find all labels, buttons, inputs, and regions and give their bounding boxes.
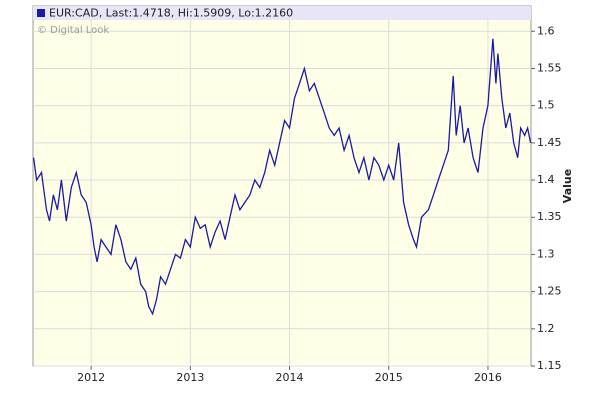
y-tick-label: 1.6 <box>537 24 555 37</box>
x-tick-label: 2013 <box>176 371 204 384</box>
y-tick-label: 1.5 <box>537 99 555 112</box>
x-tick-label: 2012 <box>77 371 105 384</box>
x-tick-label: 2015 <box>375 371 403 384</box>
y-tick-label: 1.15 <box>537 359 562 372</box>
line-series <box>32 38 532 316</box>
legend-swatch <box>37 9 45 17</box>
y-tick-label: 1.45 <box>537 136 562 149</box>
plot-area <box>32 5 532 367</box>
y-tick-label: 1.3 <box>537 247 555 260</box>
y-tick-label: 1.4 <box>537 173 555 186</box>
marks <box>32 38 532 316</box>
grid <box>33 6 531 367</box>
y-tick-label: 1.2 <box>537 322 555 335</box>
legend-bar <box>33 6 531 20</box>
x-tick-label: 2014 <box>276 371 304 384</box>
y-tick-label: 1.35 <box>537 210 562 223</box>
legend-entry: EUR:CAD, Last:1.4718, Hi:1.5909, Lo:1.21… <box>49 7 293 20</box>
y-tick-label: 1.25 <box>537 285 562 298</box>
watermark: © Digital Look <box>37 25 109 36</box>
y-tick-label: 1.55 <box>537 61 562 74</box>
x-tick-label: 2016 <box>474 371 502 384</box>
y-axis-label: Value <box>561 169 574 203</box>
